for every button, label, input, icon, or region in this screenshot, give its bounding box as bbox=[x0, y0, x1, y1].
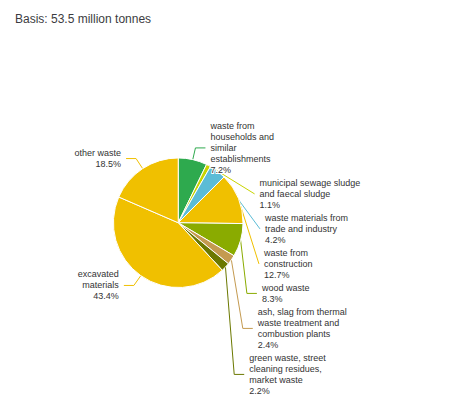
svg-text:construction: construction bbox=[264, 259, 313, 269]
svg-text:waste treatment and: waste treatment and bbox=[257, 318, 340, 328]
svg-text:ash, slag from thermal: ash, slag from thermal bbox=[258, 307, 347, 317]
svg-text:2.2%: 2.2% bbox=[249, 386, 270, 396]
svg-text:cleaning residues,: cleaning residues, bbox=[249, 364, 322, 374]
svg-text:4.2%: 4.2% bbox=[265, 235, 286, 245]
svg-text:8.3%: 8.3% bbox=[262, 294, 283, 304]
svg-text:combustion plants: combustion plants bbox=[258, 329, 331, 339]
svg-text:excavated: excavated bbox=[78, 269, 119, 279]
svg-text:waste materials from: waste materials from bbox=[264, 213, 348, 223]
svg-text:households and: households and bbox=[210, 132, 274, 142]
svg-text:other waste: other waste bbox=[75, 148, 122, 158]
svg-text:similar: similar bbox=[210, 143, 236, 153]
svg-text:materials: materials bbox=[82, 280, 119, 290]
svg-text:1.1%: 1.1% bbox=[260, 200, 281, 210]
svg-text:market waste: market waste bbox=[249, 375, 303, 385]
svg-text:establishments: establishments bbox=[210, 154, 271, 164]
svg-text:wood waste: wood waste bbox=[261, 283, 310, 293]
svg-text:2.4%: 2.4% bbox=[258, 340, 279, 350]
svg-text:trade and industry: trade and industry bbox=[265, 224, 338, 234]
svg-text:waste from: waste from bbox=[263, 248, 308, 258]
svg-text:and faecal sludge: and faecal sludge bbox=[260, 189, 331, 199]
svg-text:municipal sewage sludge: municipal sewage sludge bbox=[260, 178, 361, 188]
svg-text:7.2%: 7.2% bbox=[210, 165, 231, 175]
svg-text:Basis: 53.5 million tonnes: Basis: 53.5 million tonnes bbox=[15, 12, 151, 26]
svg-text:green waste, street: green waste, street bbox=[249, 353, 326, 363]
svg-text:waste from: waste from bbox=[209, 121, 254, 131]
svg-text:12.7%: 12.7% bbox=[264, 270, 290, 280]
svg-text:43.4%: 43.4% bbox=[93, 291, 119, 301]
svg-text:18.5%: 18.5% bbox=[96, 159, 122, 169]
